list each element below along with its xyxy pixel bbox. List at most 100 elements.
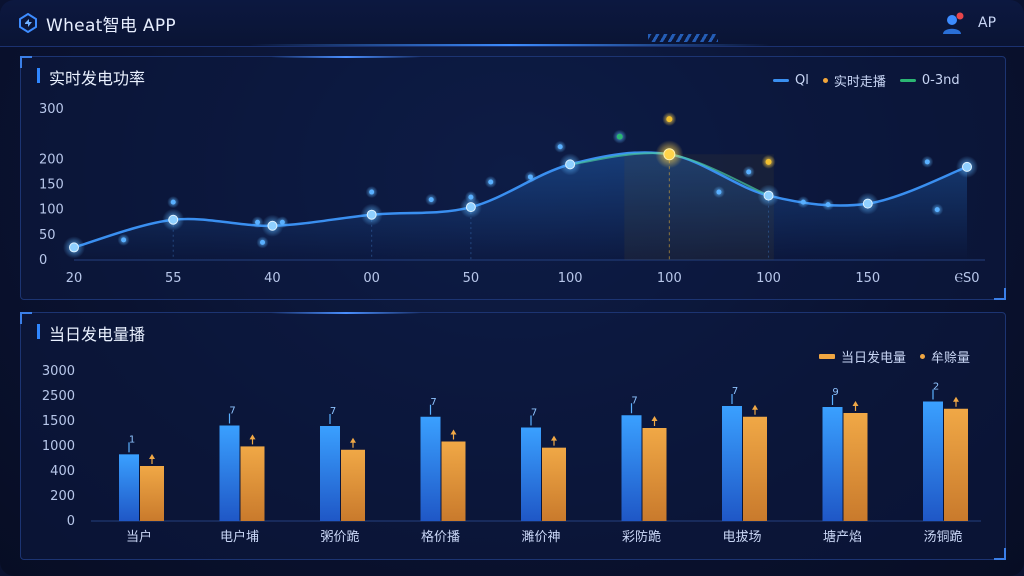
- data-point: [267, 220, 278, 231]
- legend-label: 实时走播: [833, 75, 886, 90]
- bar-marker-arrow: [249, 434, 256, 440]
- bar-series-1: [722, 406, 742, 521]
- app-title: Wheat智电 APP: [46, 16, 176, 36]
- y-tick-label: 3000: [42, 364, 75, 379]
- bar-top-label: 9: [832, 387, 838, 398]
- legend-line-swatch: [773, 79, 789, 82]
- scatter-point: [260, 239, 266, 245]
- line-chart: 0 50 100 150 200 300 20 55 40 00 50 100 100 100 150 ⲈS0: [39, 102, 985, 286]
- y-tick-label: 200: [50, 489, 75, 504]
- scatter-point: [369, 189, 375, 195]
- data-point: [962, 161, 972, 172]
- bar-series-1: [621, 415, 642, 521]
- legend-dot-swatch: [920, 354, 926, 359]
- top-bar: Wheat智电 APP AP: [0, 0, 1024, 47]
- x-tick-label: 55: [165, 271, 182, 286]
- x-tick-label: 100: [657, 271, 682, 286]
- bar-series-1: [320, 426, 340, 521]
- annotation-point: [666, 116, 673, 123]
- bar-marker-arrow: [350, 437, 356, 443]
- data-point: [565, 159, 576, 170]
- scatter-point: [121, 237, 127, 243]
- user-label[interactable]: AP: [978, 15, 997, 31]
- legend-label: Ql: [795, 73, 809, 88]
- bar-series-2: [341, 449, 365, 521]
- x-tick-label: 00: [363, 271, 380, 286]
- legend-label: 当日发电量: [841, 351, 907, 366]
- data-point: [663, 148, 676, 161]
- x-tick-label: 150: [855, 271, 880, 286]
- x-category-label: 濉价神: [521, 530, 560, 545]
- annotation-point: [765, 158, 772, 165]
- bar-marker-arrow: [450, 429, 457, 435]
- bar-marker-arrow: [651, 416, 658, 421]
- bar-series-1: [822, 407, 843, 521]
- x-category-label: 汤铜跪: [923, 530, 962, 545]
- scatter-point: [255, 219, 261, 225]
- bar-series-1: [219, 425, 240, 521]
- bar-marker-arrow: [149, 454, 155, 459]
- x-category-label: 彩防跪: [622, 529, 661, 545]
- scatter-point: [527, 174, 533, 180]
- x-category-label: 电拔场: [722, 530, 761, 545]
- x-tick-label: 40: [264, 271, 281, 286]
- realtime-power-panel: 实时发电功率 Ql 实时走播 0-3nd 0 50 100 150 200 300 20 55…: [20, 56, 1006, 300]
- x-category-label: 粥价跪: [320, 529, 359, 545]
- y-tick-label: 0: [67, 514, 75, 529]
- bar-series-2: [642, 428, 667, 521]
- panel-corner: [994, 288, 1006, 300]
- legend-item-line: Ql: [773, 73, 809, 88]
- scatter-point: [800, 199, 806, 205]
- panel-glow: [271, 56, 421, 58]
- bar-series-1: [420, 416, 441, 521]
- scatter-point: [488, 179, 494, 185]
- data-point: [465, 202, 476, 213]
- bar-top-label: 7: [229, 406, 235, 417]
- scatter-point: [934, 207, 940, 213]
- daily-energy-panel: 当日发电量播 当日发电量 牟赊量 0 200 400 1000 1500 2500 3000…: [20, 312, 1006, 560]
- data-point: [862, 198, 873, 209]
- x-tick-label: 100: [558, 271, 583, 286]
- bar-top-label: 7: [631, 395, 637, 406]
- panel-glow: [271, 312, 421, 314]
- bar-marker-arrow: [953, 396, 959, 402]
- legend-item-highlight: 实时走播: [822, 71, 886, 90]
- scatter-point: [428, 197, 434, 203]
- bar-top-label: 2: [933, 382, 939, 393]
- legend-item-orange: 牟赊量: [920, 347, 970, 366]
- line-chart-legend: Ql 实时走播 0-3nd: [773, 71, 960, 90]
- y-tick-label: 100: [39, 203, 64, 218]
- line-area: [74, 152, 967, 260]
- panel-corner: [994, 548, 1006, 560]
- bar-chart: 0 200 400 1000 1500 2500 3000 1 当户 7 电户埔 7 粥价跪 7 格价播 7 濉…: [42, 364, 981, 545]
- y-tick-label: 400: [50, 464, 75, 479]
- data-point: [69, 242, 79, 253]
- x-category-label: 当户: [126, 529, 152, 545]
- bar-series-2: [542, 447, 566, 521]
- bar-marker-arrow: [852, 401, 859, 406]
- bar-top-label: 7: [330, 406, 336, 417]
- y-tick-label: 50: [39, 228, 56, 243]
- bar-series-1: [521, 427, 541, 521]
- bar-series-2: [140, 466, 164, 521]
- bar-chart-legend: 当日发电量 牟赊量: [819, 347, 970, 366]
- x-category-label: 电户埔: [220, 529, 259, 545]
- legend-dot-swatch: [822, 78, 828, 83]
- x-tick-label: 20: [66, 271, 83, 286]
- top-bar-glow: [250, 44, 770, 46]
- bar-series-1: [923, 401, 943, 521]
- user-avatar-icon[interactable]: [941, 12, 965, 36]
- data-point: [168, 214, 179, 225]
- bar-top-label: 1: [129, 434, 135, 445]
- scatter-point: [716, 189, 722, 195]
- x-tick-label: 50: [463, 271, 480, 286]
- x-tick-label: ⲈS0: [955, 271, 980, 286]
- y-tick-label: 2500: [42, 389, 75, 404]
- bar-series-1: [119, 454, 139, 521]
- scatter-point: [924, 159, 930, 165]
- data-point: [763, 190, 774, 201]
- scatter-point: [825, 202, 831, 208]
- decorative-stripes: [648, 34, 718, 42]
- x-tick-label: 100: [756, 271, 781, 286]
- y-tick-label: 200: [39, 152, 64, 167]
